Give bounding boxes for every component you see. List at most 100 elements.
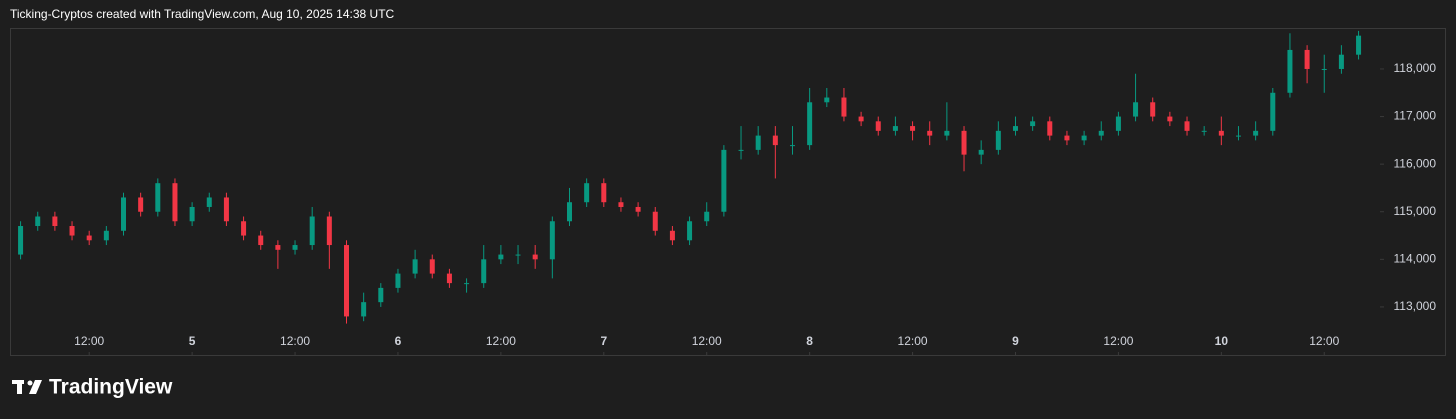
- candle-body: [498, 254, 504, 260]
- x-tick-label: 12:00: [280, 334, 310, 348]
- candle-body: [1321, 68, 1327, 70]
- candle-body: [978, 149, 984, 155]
- candle-body: [1218, 130, 1224, 136]
- candle-body: [1201, 130, 1207, 132]
- candle-body: [927, 130, 933, 136]
- candle-body: [18, 226, 24, 255]
- y-tick-label: 117,000: [1394, 109, 1437, 123]
- candle-body: [275, 245, 281, 250]
- candle-body: [35, 216, 41, 227]
- candle-body: [1150, 102, 1156, 117]
- candle-body: [1287, 49, 1293, 93]
- candle-body: [1356, 35, 1362, 55]
- candle-body: [343, 245, 349, 317]
- candle-body: [841, 97, 847, 117]
- y-tick-label: 116,000: [1394, 156, 1437, 170]
- candle-body: [464, 283, 470, 285]
- candle-body: [618, 202, 624, 207]
- candle-body: [1064, 135, 1070, 141]
- candle-body: [309, 216, 315, 246]
- candle-body: [1047, 121, 1053, 136]
- candle-body: [292, 245, 298, 250]
- candle-body: [824, 97, 830, 103]
- candle-body: [910, 126, 916, 131]
- candle-body: [69, 226, 75, 236]
- y-tick-label: 115,000: [1394, 204, 1437, 218]
- x-tick-label: 7: [600, 334, 607, 348]
- x-tick-label: 9: [1012, 334, 1019, 348]
- candle-body: [86, 235, 92, 241]
- y-tick-label: 118,000: [1394, 61, 1437, 75]
- candle-body: [944, 130, 950, 136]
- x-tick-label: 6: [395, 334, 402, 348]
- candle-body: [584, 183, 590, 203]
- candle-body: [1253, 130, 1259, 136]
- candle-body: [258, 235, 264, 246]
- candle-body: [755, 135, 761, 150]
- x-tick-label: 8: [806, 334, 813, 348]
- candle-body: [1270, 92, 1276, 131]
- candle-body: [669, 230, 675, 241]
- candle-body: [1167, 116, 1173, 122]
- candle-body: [103, 230, 109, 241]
- candle-body: [395, 273, 401, 288]
- candle-body: [120, 197, 126, 231]
- candle-body: [1012, 126, 1018, 131]
- x-tick-label: 12:00: [1103, 334, 1133, 348]
- candle-body: [241, 221, 247, 236]
- candle-body: [52, 216, 58, 227]
- header: Ticking-Cryptos created with TradingView…: [10, 7, 395, 21]
- candle-body: [361, 302, 367, 317]
- candle-body: [532, 254, 538, 260]
- candle-body: [1115, 116, 1121, 131]
- candle-body: [1235, 135, 1241, 137]
- candle-body: [721, 149, 727, 212]
- candle-body: [772, 135, 778, 146]
- y-tick-label: 114,000: [1394, 251, 1437, 265]
- candle-body: [446, 273, 452, 284]
- candle-body: [1133, 102, 1139, 117]
- candle-body: [155, 183, 161, 212]
- candle-body: [515, 254, 521, 256]
- candle-body: [652, 211, 658, 231]
- logo-dot: [27, 380, 33, 386]
- candle-body: [1081, 135, 1087, 141]
- x-tick-label: 10: [1215, 334, 1229, 348]
- candle-body: [378, 287, 384, 303]
- candle-body: [875, 121, 881, 131]
- x-tick-label: 12:00: [898, 334, 928, 348]
- candle-body: [687, 221, 693, 241]
- logo-slash: [29, 380, 42, 394]
- x-tick-label: 12:00: [692, 334, 722, 348]
- candle-body: [1098, 130, 1104, 136]
- candle-body: [206, 197, 212, 207]
- candle-body: [138, 197, 144, 212]
- x-tick-label: 12:00: [486, 334, 516, 348]
- chart-frame: [10, 28, 1446, 356]
- candle-body: [995, 130, 1001, 150]
- candle-body: [1338, 54, 1344, 69]
- candle-body: [601, 183, 607, 203]
- candle-body: [172, 183, 178, 222]
- x-tick-label: 12:00: [74, 334, 104, 348]
- candle-body: [223, 197, 229, 222]
- candle-body: [481, 259, 487, 284]
- candle-body: [549, 221, 555, 260]
- candle-body: [429, 259, 435, 274]
- candle-body: [326, 216, 332, 246]
- candle-body: [412, 259, 418, 274]
- logo: [12, 380, 42, 394]
- candle-body: [858, 116, 864, 122]
- candle-body: [566, 202, 572, 222]
- x-tick-label: 12:00: [1309, 334, 1339, 348]
- candle-body: [189, 206, 195, 222]
- candle-body: [704, 211, 710, 222]
- candle-body: [1304, 49, 1310, 69]
- candle-body: [892, 126, 898, 131]
- candle-body: [1030, 121, 1036, 127]
- candle-body: [807, 102, 813, 146]
- candle-body: [635, 206, 641, 212]
- candle-body: [789, 145, 795, 147]
